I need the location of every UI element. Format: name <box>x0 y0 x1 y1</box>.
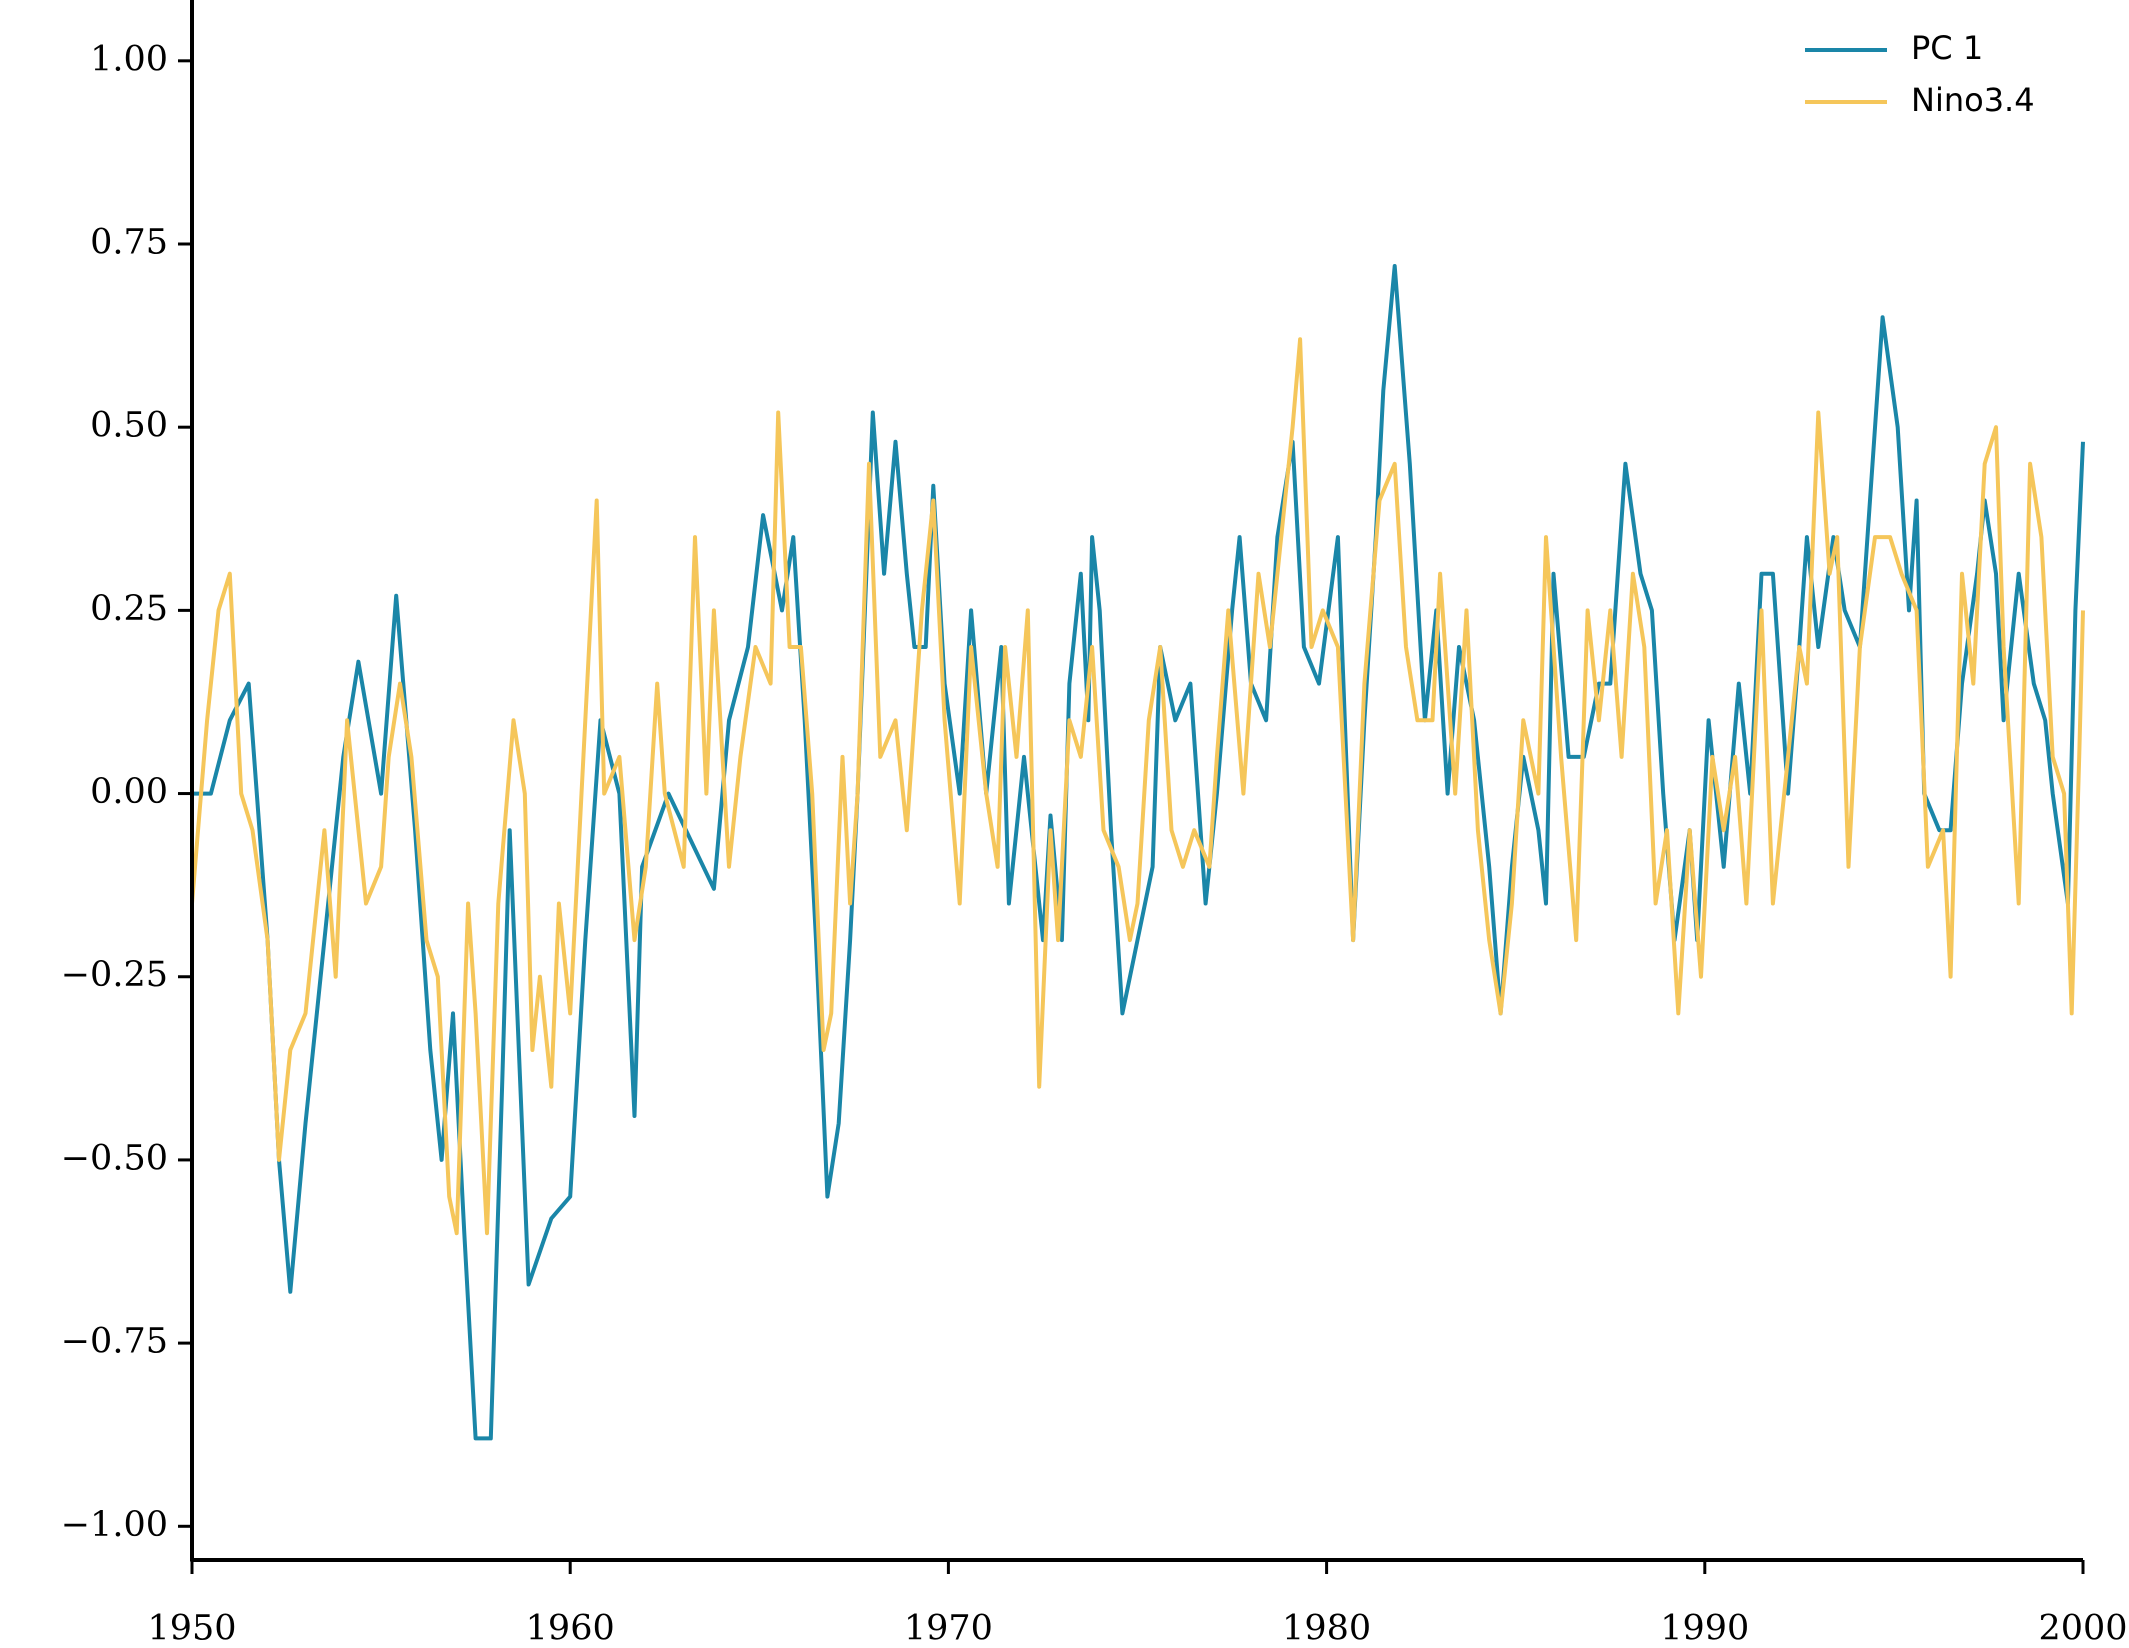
series-line <box>190 337 2085 1236</box>
y-tick-label: 0.25 <box>90 589 168 629</box>
x-tick-label: 1980 <box>1282 1609 1371 1648</box>
y-tick-label: 0.50 <box>90 406 168 446</box>
x-tick-label: 1950 <box>147 1609 236 1648</box>
series-line <box>192 264 2085 1441</box>
y-tick-label: 0.00 <box>90 772 168 812</box>
legend-label: Nino3.4 <box>1911 81 2035 119</box>
legend-label: PC 1 <box>1911 29 1983 67</box>
y-tick-label: −0.75 <box>61 1322 168 1362</box>
y-tick-label: −1.00 <box>61 1505 168 1545</box>
y-tick-label: 0.75 <box>90 223 168 263</box>
x-tick-label: 1970 <box>904 1609 993 1648</box>
y-tick-label: −0.25 <box>61 955 168 995</box>
y-tick-label: −0.50 <box>61 1138 168 1178</box>
x-tick-label: 2000 <box>2038 1609 2127 1648</box>
x-tick-label: 1960 <box>526 1609 615 1648</box>
x-tick-label: 1990 <box>1660 1609 1749 1648</box>
y-tick-label: 1.00 <box>90 39 168 79</box>
